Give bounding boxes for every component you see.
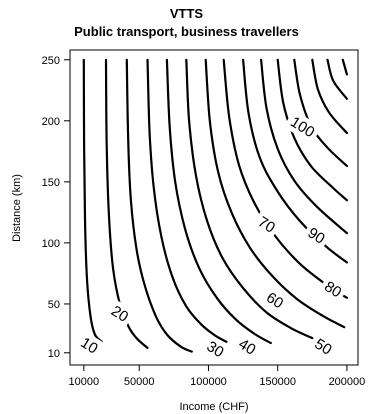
contour-label-bg (231, 331, 263, 362)
y-axis-label: Distance (km) (11, 174, 23, 242)
contour-line (326, 58, 348, 100)
contour-label-bg (199, 334, 231, 364)
y-tick-label: 50 (48, 299, 60, 311)
contour-level-label: 90 (305, 224, 328, 247)
plot-frame (69, 49, 359, 366)
contour-label-bg (251, 209, 283, 240)
contour-level-label: 60 (263, 289, 286, 312)
x-axis-label: Income (CHF) (179, 401, 248, 413)
x-tick-label: 200000 (329, 376, 366, 388)
contour-label-bg (283, 109, 322, 145)
contour-level-label: 10 (78, 334, 101, 357)
contour-line (204, 58, 346, 329)
contour-line (82, 58, 103, 343)
contour-level-label: 30 (204, 338, 227, 361)
y-tick-label: 100 (42, 238, 60, 250)
chart-title: VTTS (169, 6, 204, 21)
x-tick-label: 150000 (259, 376, 296, 388)
contour-label-bg (259, 285, 291, 316)
contour-line (242, 58, 348, 264)
contour-line (276, 58, 348, 202)
y-tick-label: 250 (42, 55, 60, 67)
y-tick-label: 150 (42, 177, 60, 189)
contour-label-bg (73, 330, 105, 361)
axes: 10000 50000 100000 150000 200000 10 50 100 150 20… (42, 49, 366, 388)
x-tick-label: 10000 (69, 376, 100, 388)
contour-label-bg (307, 331, 339, 362)
contour-line (260, 58, 348, 235)
contour-line (222, 58, 348, 299)
contour-label-bg (104, 298, 136, 329)
contour-level-label: 50 (312, 335, 335, 358)
contour-line (125, 58, 193, 353)
contour-line (293, 58, 348, 168)
contour-line (165, 58, 272, 345)
contour-line (104, 58, 149, 349)
x-tick-label: 100000 (190, 376, 227, 388)
contour-line (146, 58, 228, 343)
contour-level-label: 80 (321, 278, 344, 301)
chart-subtitle: Public transport, business travellers (74, 24, 299, 39)
contour-label-bg (317, 274, 349, 305)
contour-label-bg (300, 220, 332, 251)
x-tick-label: 50000 (124, 376, 155, 388)
contour-line (311, 58, 348, 135)
contour-line (341, 58, 348, 76)
contour-level-label: 20 (108, 303, 131, 326)
y-tick-label: 200 (42, 116, 60, 128)
contour-level-label: 70 (255, 213, 278, 236)
y-tick-label: 10 (48, 348, 60, 360)
contour-level-label: 40 (235, 335, 258, 358)
contour-line (185, 58, 314, 340)
